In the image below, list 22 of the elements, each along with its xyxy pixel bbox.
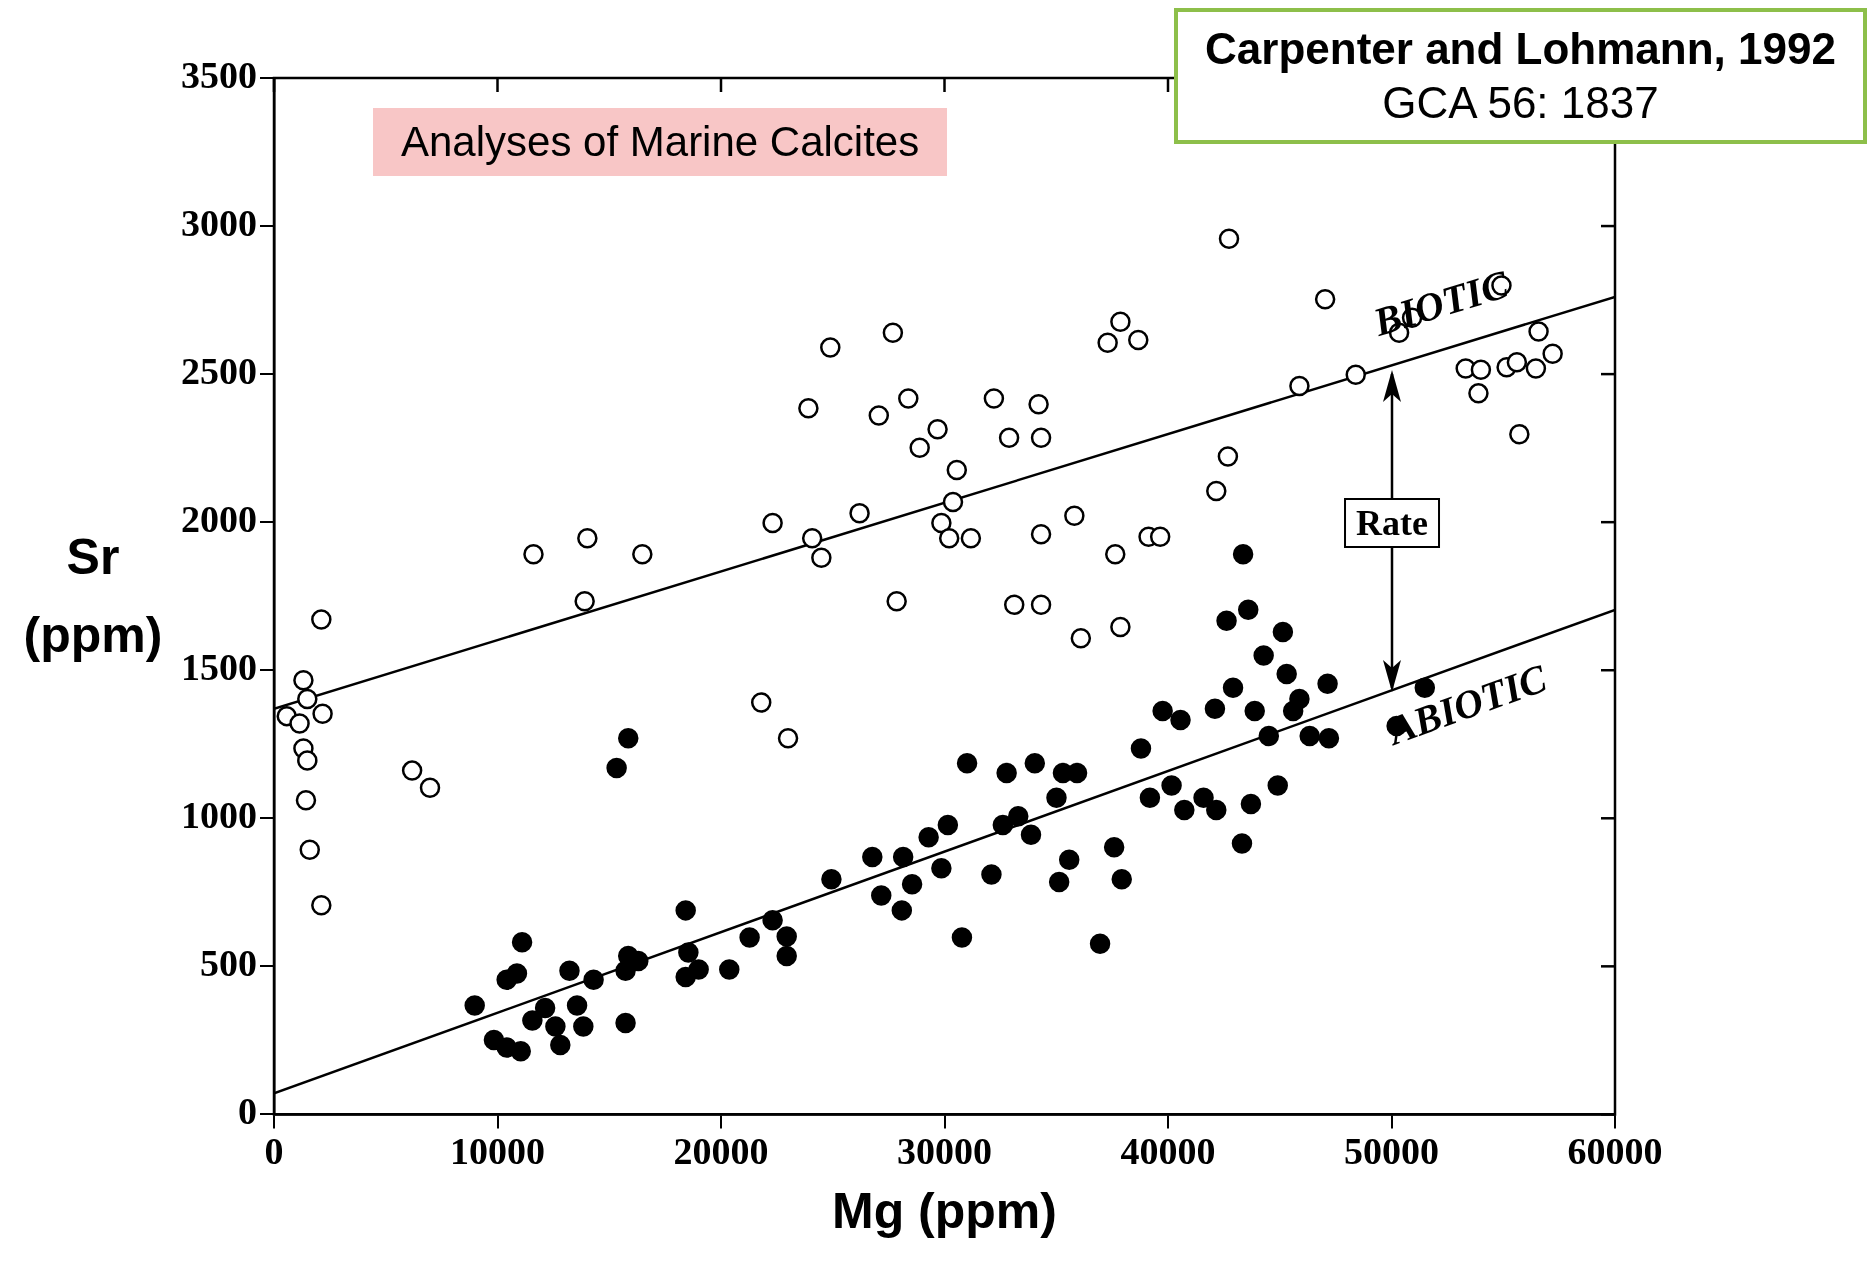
y-axis-title: Sr (ppm) (22, 528, 164, 665)
y-tick-label: 1000 (181, 794, 257, 837)
x-tick-label: 10000 (450, 1130, 545, 1173)
y-tick-label: 2500 (181, 349, 257, 392)
y-tick-label: 3500 (181, 53, 257, 96)
x-tick-label: 30000 (897, 1130, 992, 1173)
y-tick-label: 0 (238, 1090, 257, 1133)
y-tick-label: 2000 (181, 497, 257, 540)
y-tick-label: 500 (200, 942, 257, 985)
x-tick-label: 60000 (1567, 1130, 1663, 1173)
x-axis-title: Mg (ppm) (832, 1182, 1057, 1239)
annotation: Rate (1344, 498, 1440, 548)
x-tick-label: 50000 (1344, 1130, 1439, 1173)
text: BIOTIC (1367, 260, 1515, 346)
x-tick-label: 0 (264, 1130, 284, 1173)
text: Carpenter and Lohmann, 1992 (1204, 23, 1837, 75)
x-tick-label: 20000 (673, 1130, 769, 1173)
annotation: GCA 56: 1837 (1381, 77, 1660, 129)
text: Analyses of Marine Calcites (373, 108, 948, 176)
x-tick-label: 40000 (1120, 1130, 1216, 1173)
y-tick-label: 1500 (181, 646, 257, 689)
y-tick-label: 3000 (181, 201, 257, 244)
